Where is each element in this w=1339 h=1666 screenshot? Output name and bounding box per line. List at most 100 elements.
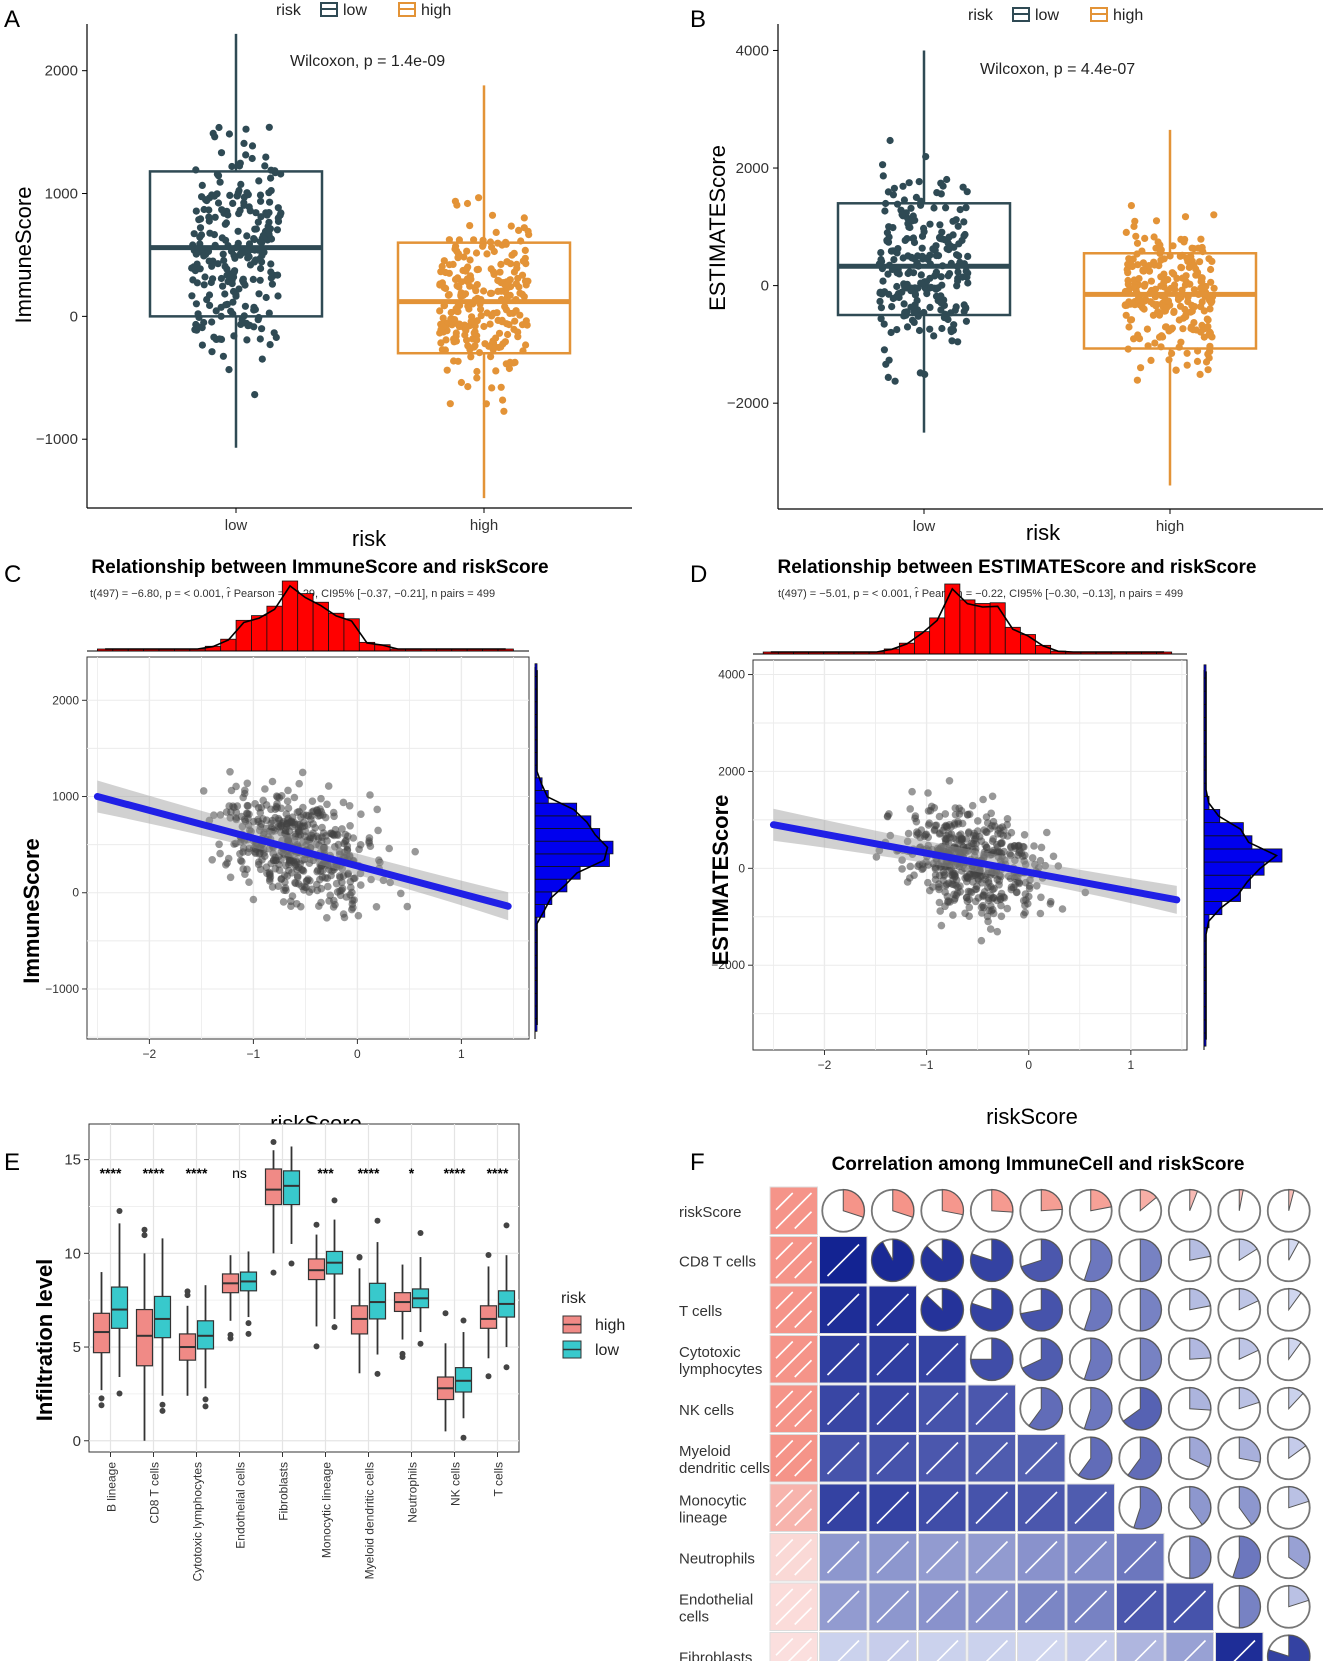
jitter-point-low: [926, 303, 934, 311]
jitter-point-low: [960, 218, 968, 226]
jitter-point-low: [879, 161, 887, 169]
scatter-point: [262, 801, 271, 809]
jitter-point-low: [208, 318, 216, 326]
scatter-point: [226, 814, 235, 822]
jitter-point-low: [249, 275, 257, 283]
row-label: Myeloid: [679, 1443, 731, 1460]
jitter-point-low: [891, 377, 899, 385]
scatter-point: [1041, 861, 1050, 870]
scatter-point: [965, 895, 973, 904]
scatter-point: [999, 831, 1007, 840]
jitter-point-high: [475, 194, 483, 202]
significance-label: ****: [143, 1165, 165, 1181]
jitter-point-high: [466, 222, 474, 230]
outlier-point-low: [116, 1390, 123, 1397]
panel-a-axes: −1000 0 1000 2000 low high: [36, 24, 632, 534]
jitter-point-high: [1147, 356, 1155, 364]
jitter-point-high: [1122, 228, 1130, 236]
jitter-point-low: [258, 252, 266, 260]
jitter-point-low: [954, 277, 962, 285]
panel-b-wilcoxon-annotation: Wilcoxon, p = 4.4e-07: [980, 61, 1135, 78]
x-histogram-bar: [235, 619, 252, 652]
corr-cell-hatch: [775, 1637, 794, 1656]
jitter-point-low: [246, 261, 255, 269]
scatter-point: [1030, 842, 1038, 850]
scatter-point: [1007, 842, 1015, 851]
panel-f: F Correlation among ImmuneCell and riskS…: [679, 1149, 1311, 1666]
jitter-point-low: [221, 262, 229, 270]
scatter-point: [268, 883, 277, 891]
jitter-point-low: [937, 179, 945, 187]
pie-slice: [1122, 1387, 1162, 1431]
scatter-point: [317, 808, 326, 816]
corr-cell-hatch: [876, 1293, 910, 1327]
x-tick-label: 0: [1025, 1058, 1032, 1072]
jitter-point-high: [1210, 211, 1218, 219]
jitter-point-low: [276, 211, 284, 219]
corr-cell-hatch: [876, 1590, 910, 1624]
pie-slice: [1238, 1585, 1261, 1629]
jitter-point-low: [964, 252, 972, 260]
scatter-point: [411, 847, 420, 856]
pie-slice: [1028, 1387, 1063, 1431]
scatter-point: [245, 826, 254, 834]
corr-cell-hatch: [826, 1540, 860, 1574]
scatter-point: [1033, 882, 1041, 890]
jitter-point-low: [955, 240, 963, 248]
scatter-point: [994, 853, 1003, 861]
corr-cell-hatch: [881, 1639, 910, 1666]
x-histogram-bar: [929, 617, 946, 655]
x-histogram-bar: [281, 580, 299, 652]
pie-slice: [1139, 1238, 1162, 1282]
scatter-point: [329, 863, 338, 872]
jitter-point-high: [466, 256, 474, 264]
corr-cell-hatch: [975, 1491, 1009, 1525]
scatter-point: [875, 846, 884, 855]
pie-slice: [1133, 1486, 1162, 1530]
scatter-point: [268, 816, 277, 825]
jitter-point-high: [483, 250, 491, 258]
jitter-point-low: [208, 348, 216, 356]
scatter-point: [987, 871, 995, 879]
jitter-point-low: [224, 211, 232, 219]
jitter-point-low: [884, 270, 892, 278]
scatter-point: [208, 856, 216, 864]
corr-cell-hatch: [794, 1310, 813, 1329]
scatter-point: [926, 886, 934, 895]
jitter-point-low: [219, 352, 227, 360]
box-body-high: [264, 1168, 283, 1206]
corr-cell-hatch: [775, 1241, 813, 1279]
scatter-point: [357, 810, 365, 818]
scatter-point: [988, 895, 997, 903]
scatter-point: [375, 856, 383, 864]
pie-slice: [1288, 1337, 1302, 1361]
jitter-point-low: [893, 282, 901, 291]
jitter-point-low: [210, 333, 218, 341]
jitter-point-high: [1155, 262, 1163, 270]
jitter-point-low: [250, 303, 258, 311]
outlier-point-low: [503, 1364, 510, 1371]
jitter-point-low: [237, 320, 245, 328]
jitter-point-low: [219, 282, 227, 290]
scatter-point: [341, 837, 350, 846]
y-tick-label: −2000: [727, 395, 769, 412]
outlier-point-low: [202, 1396, 209, 1403]
x-density-curve: [105, 584, 506, 650]
x-histogram-bar: [898, 642, 915, 655]
scatter-point: [293, 872, 302, 880]
y-tick-label: 0: [761, 278, 769, 295]
scatter-point: [268, 777, 277, 786]
jitter-point-high: [1164, 297, 1173, 305]
x-tick-label: Cytotoxic lymphocytes: [191, 1462, 205, 1581]
jitter-point-high: [442, 284, 450, 292]
x-histogram-bar: [1019, 634, 1036, 655]
significance-label: ****: [444, 1165, 466, 1181]
y-tick-label: −1000: [45, 982, 79, 996]
corr-cell-hatch: [794, 1260, 813, 1279]
jitter-point-low: [203, 296, 211, 304]
scatter-point: [1004, 872, 1013, 881]
x-histogram-bar: [328, 612, 345, 652]
corr-cell: [868, 1632, 917, 1666]
pie-slice: [970, 1288, 1014, 1332]
corr-cell-hatch: [775, 1192, 813, 1230]
